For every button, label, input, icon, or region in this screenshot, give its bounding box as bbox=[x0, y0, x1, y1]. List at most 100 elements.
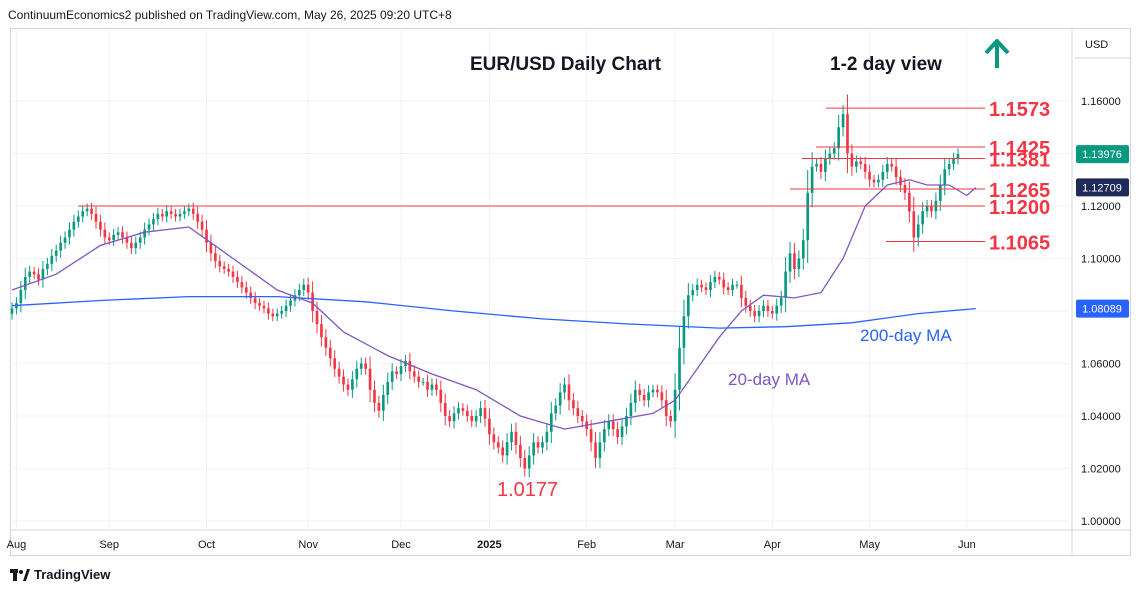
candle-body bbox=[868, 171, 871, 180]
ma200-label: 200-day MA bbox=[860, 326, 952, 345]
candle-body bbox=[280, 311, 283, 314]
candle-body bbox=[85, 208, 89, 212]
price-badge-label: 1.12709 bbox=[1082, 182, 1122, 194]
candle-body bbox=[306, 284, 310, 293]
price-badge: 1.13976 bbox=[1076, 145, 1129, 164]
price-badge: 1.08089 bbox=[1076, 299, 1129, 318]
candle-body bbox=[240, 282, 244, 288]
candle-body bbox=[426, 381, 429, 390]
candle-body bbox=[912, 211, 916, 238]
candle-body bbox=[355, 368, 359, 380]
candle-body bbox=[417, 376, 421, 382]
candle-body bbox=[669, 416, 672, 422]
candle-body bbox=[461, 408, 465, 411]
x-tick-label: Apr bbox=[764, 539, 781, 551]
candle-body bbox=[435, 384, 438, 390]
candle-body bbox=[103, 229, 107, 238]
tradingview-footer[interactable]: TradingView bbox=[10, 567, 110, 582]
candle-body bbox=[253, 297, 257, 304]
candle-body bbox=[465, 410, 469, 416]
y-tick-label: 1.06000 bbox=[1081, 359, 1121, 371]
candle-body bbox=[94, 213, 98, 222]
candle-body bbox=[594, 442, 597, 458]
candle-body bbox=[169, 211, 173, 214]
candle-body bbox=[267, 308, 270, 314]
candle-body bbox=[174, 213, 177, 217]
candle-body bbox=[196, 213, 199, 222]
candle-body bbox=[90, 208, 93, 214]
candle-body bbox=[32, 271, 36, 275]
candle-body bbox=[603, 429, 606, 443]
candle-body bbox=[709, 282, 712, 290]
x-tick-label: Aug bbox=[7, 539, 27, 551]
x-tick-label: Jun bbox=[958, 539, 976, 551]
candle-body bbox=[320, 324, 323, 338]
candle-body bbox=[567, 384, 571, 401]
candle-body bbox=[554, 405, 558, 414]
candle-body bbox=[629, 402, 633, 416]
candle-body bbox=[899, 177, 902, 185]
tradingview-logo-icon bbox=[10, 568, 30, 581]
candle-body bbox=[863, 164, 867, 172]
candle-body bbox=[373, 389, 376, 403]
candle-body bbox=[576, 408, 580, 416]
candle-body bbox=[107, 237, 111, 241]
candle-body bbox=[421, 381, 425, 383]
candle-body bbox=[828, 153, 832, 159]
candle-body bbox=[19, 290, 23, 304]
candle-body bbox=[607, 421, 611, 430]
candle-body bbox=[37, 274, 40, 280]
candle-body bbox=[492, 434, 496, 443]
candle-body bbox=[766, 305, 770, 311]
candle-body bbox=[642, 395, 646, 401]
attribution-text: ContinuumEconomics2 published on Trading… bbox=[8, 8, 452, 22]
chart-frame[interactable] bbox=[10, 28, 1131, 556]
candle-body bbox=[262, 305, 266, 309]
candle-body bbox=[160, 213, 164, 217]
candle-body bbox=[735, 284, 739, 286]
price-badge-label: 1.13976 bbox=[1082, 149, 1122, 161]
candle-body bbox=[779, 297, 783, 306]
candle-body bbox=[368, 368, 372, 390]
level-label: 1.1265 bbox=[989, 180, 1050, 202]
candle-body bbox=[488, 418, 491, 435]
candle-body bbox=[722, 279, 726, 288]
candle-body bbox=[315, 311, 319, 325]
x-tick-label: Mar bbox=[666, 539, 685, 551]
candle-body bbox=[717, 276, 721, 280]
candle-body bbox=[359, 363, 363, 369]
candle-body bbox=[691, 290, 695, 296]
candle-body bbox=[457, 408, 460, 414]
candle-body bbox=[284, 305, 288, 311]
candle-body bbox=[200, 221, 204, 230]
candle-body bbox=[757, 311, 761, 317]
candle-body bbox=[744, 297, 748, 306]
candle-body bbox=[479, 408, 482, 416]
candle-body bbox=[580, 416, 584, 422]
candle-body bbox=[346, 384, 350, 390]
candle-body bbox=[656, 389, 659, 393]
candle-body bbox=[143, 229, 146, 238]
candle-body bbox=[527, 455, 531, 469]
x-tick-label: Oct bbox=[198, 539, 215, 551]
candle-body bbox=[191, 208, 195, 214]
ma20-label: 20-day MA bbox=[728, 370, 811, 389]
candle-body bbox=[116, 232, 120, 235]
candle-body bbox=[664, 400, 668, 416]
candle-body bbox=[337, 368, 341, 377]
candle-body bbox=[227, 269, 230, 272]
level-label: 1.1065 bbox=[989, 232, 1050, 254]
candle-body bbox=[430, 384, 434, 390]
candle-body bbox=[10, 308, 14, 314]
candle-body bbox=[333, 358, 337, 369]
candle-body bbox=[72, 221, 76, 230]
low-annotation: 1.0177 bbox=[497, 479, 558, 501]
candle-body bbox=[523, 458, 527, 469]
candle-body bbox=[311, 292, 314, 311]
candle-body bbox=[797, 258, 801, 269]
x-tick-label: May bbox=[859, 539, 880, 551]
candle-body bbox=[819, 164, 823, 172]
candle-body bbox=[390, 371, 394, 382]
candle-body bbox=[302, 284, 306, 290]
